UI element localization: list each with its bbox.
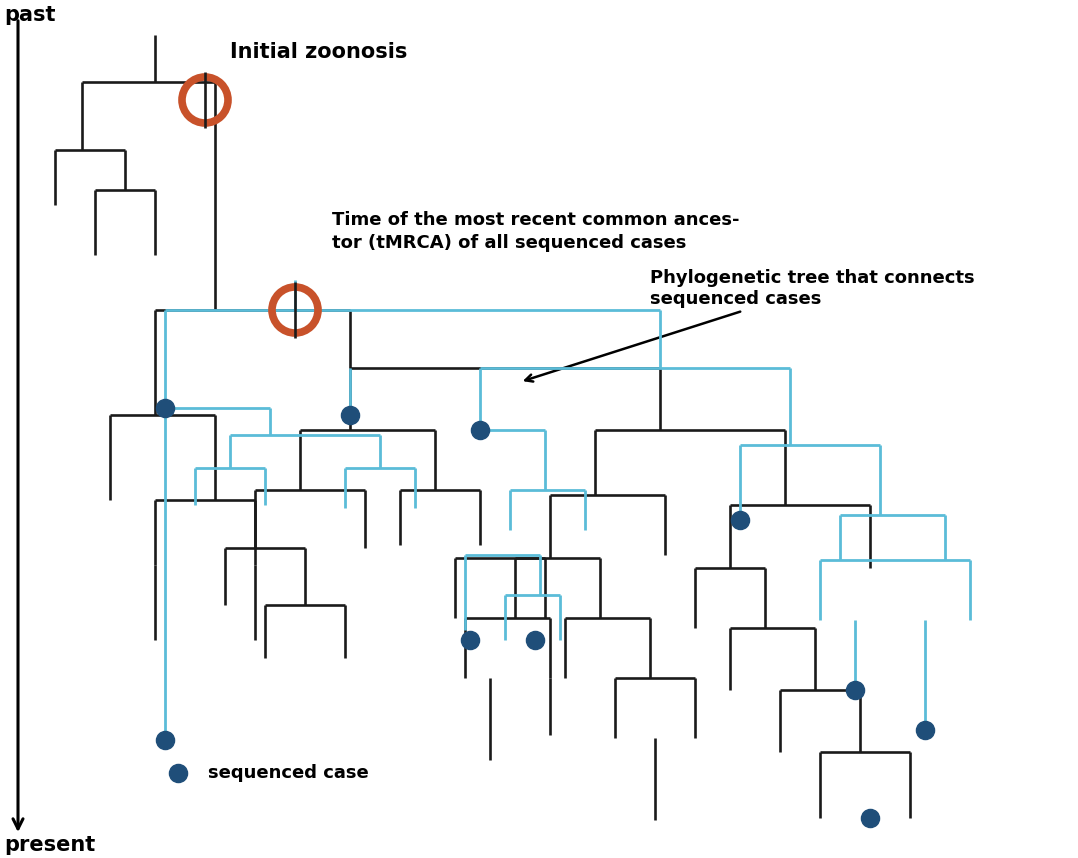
Point [731, 513, 748, 527]
Point [342, 408, 359, 422]
Point [526, 633, 543, 647]
Point [471, 423, 488, 437]
Point [916, 723, 934, 737]
Point [156, 733, 174, 746]
Text: Initial zoonosis: Initial zoonosis [230, 42, 407, 62]
Point [461, 633, 479, 647]
Text: sequenced case: sequenced case [208, 764, 369, 782]
Point [846, 683, 863, 697]
Text: Phylogenetic tree that connects
sequenced cases: Phylogenetic tree that connects sequence… [525, 269, 975, 382]
Point [156, 402, 174, 415]
Point [169, 766, 186, 780]
Text: past: past [4, 5, 55, 25]
Text: present: present [4, 835, 95, 855]
Text: Time of the most recent common ances-
tor (tMRCA) of all sequenced cases: Time of the most recent common ances- to… [332, 211, 740, 252]
Point [861, 811, 879, 825]
